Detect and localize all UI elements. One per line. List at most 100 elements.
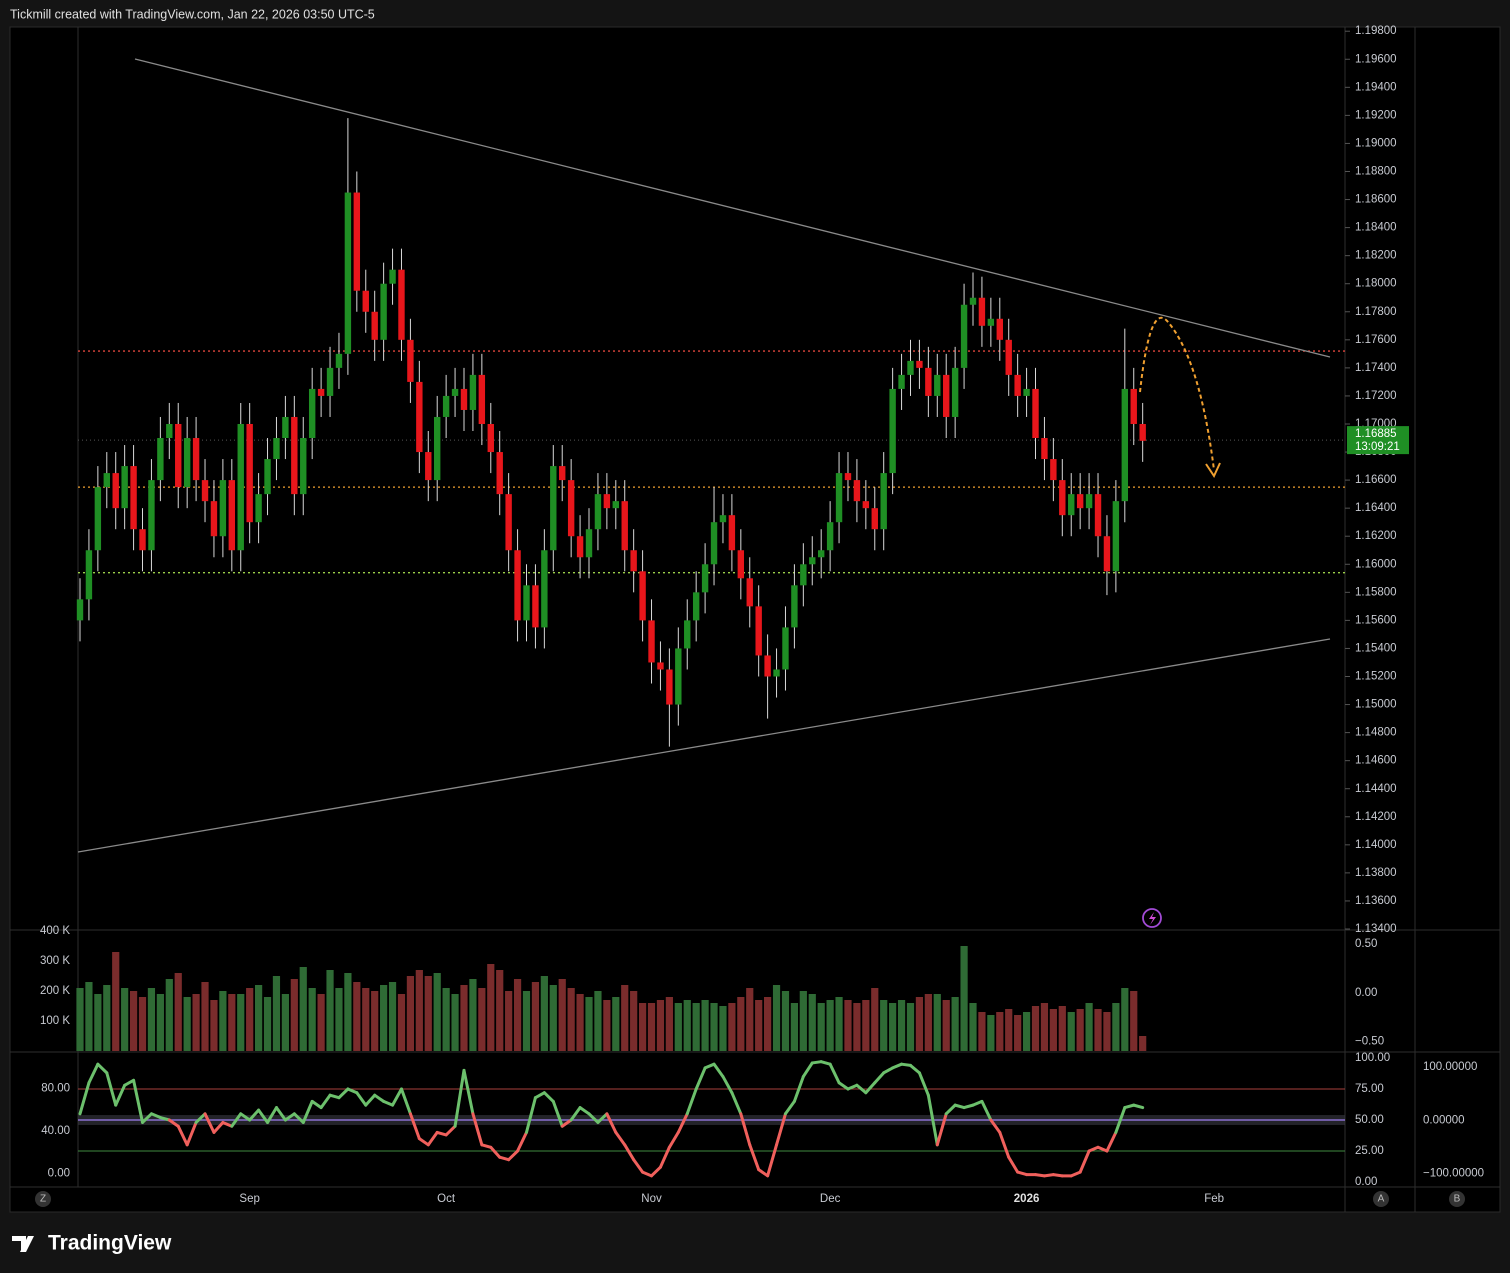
y-tick-label: 1.15400 [1355,642,1397,654]
volume-bar [701,1000,709,1051]
volume-bar [710,1003,718,1051]
candle-body [844,473,852,481]
volume-bar [94,994,102,1051]
oscillator-line [676,1112,689,1134]
oscillator-line [730,1091,743,1116]
candle-body [800,564,807,586]
volume-bar [210,1000,218,1051]
y-tick-label: 200 K [40,985,70,997]
volume-bar [246,988,254,1051]
candle-body [934,374,941,396]
candle-body [442,395,450,417]
candle-body [371,311,378,340]
volume-bar [353,982,361,1051]
candle-body [594,494,602,530]
volume-bar [281,994,289,1051]
oscillator-line [560,1118,573,1128]
oscillator-line [712,1062,725,1079]
volume-bar [933,994,941,1051]
oscillator-line [1007,1155,1020,1174]
y-tick-label: 0.00 [1355,1176,1377,1188]
candle-body [183,438,191,488]
volume-bar [781,991,790,1051]
volume-bar [263,997,272,1051]
volume-bar [103,985,111,1051]
scale-button[interactable]: A [1373,1191,1389,1207]
volume-bar [371,991,379,1051]
volume-bar [1058,1006,1066,1051]
y-tick-label: 1.18400 [1355,222,1397,234]
projection-arrow [1139,316,1215,471]
y-tick-label: 1.19000 [1355,137,1397,149]
volume-bar [1103,1012,1111,1051]
oscillator-line [953,1103,966,1110]
volume-bar [344,973,352,1051]
oscillator-line [792,1075,805,1103]
volume-bar [862,1000,870,1051]
oscillator-line [194,1112,207,1124]
volume-bar [978,1012,986,1051]
volume-bar [826,1000,834,1051]
oscillator-line [1016,1170,1029,1177]
volume-bar [1121,988,1129,1051]
y-tick-label: 100.00 [1355,1052,1390,1064]
volume-bar [299,967,307,1051]
volume-bar [683,1000,691,1051]
last-price-box [1347,426,1409,455]
oscillator-line [623,1143,636,1162]
volume-bar [1031,1006,1040,1051]
candle-body [335,353,343,368]
y3-tick-label: −100.00000 [1423,1167,1484,1179]
candle-body [514,550,521,621]
oscillator-line [650,1165,662,1178]
oscillator-line [310,1099,323,1110]
oscillator-line [453,1068,466,1128]
oscillator-line [1132,1103,1145,1110]
volume-bar [192,994,200,1051]
candle-body [1085,494,1093,509]
candle-body [684,620,691,649]
alert-icon[interactable] [1142,908,1162,928]
volume-bar [513,979,522,1051]
y2-tick-label: −0.50 [1355,1035,1384,1047]
volume-bar [1139,1036,1147,1051]
candle-body [675,648,682,705]
candle-body [353,192,361,291]
oscillator-line [542,1091,555,1103]
candle-body [603,494,611,509]
y-tick-label: 1.19600 [1355,53,1397,65]
candle-body [826,522,834,551]
volume-bar [317,994,325,1051]
y-tick-label: 1.13800 [1355,867,1397,879]
y-tick-label: 1.15000 [1355,699,1397,711]
volume-bar [764,997,772,1051]
oscillator-line [248,1108,261,1122]
candle-body [853,480,861,502]
y-tick-label: 1.18800 [1355,166,1397,178]
header: Tickmill created with TradingView.com, J… [10,7,375,21]
scale-button[interactable]: B [1449,1191,1465,1207]
volume-bar [576,994,584,1051]
y2-tick-label: 0.00 [1355,987,1377,999]
x-tick-label: Nov [641,1193,662,1205]
candle-body [943,374,950,417]
volume-bar [1014,1015,1022,1051]
scale-button[interactable]: Z [35,1191,51,1207]
oscillator-line [757,1168,770,1178]
y2-tick-label: 0.00 [48,1167,70,1179]
oscillator-line [667,1130,680,1149]
oscillator-line [149,1112,162,1120]
volume-bar [388,982,397,1051]
candle-body [585,529,593,558]
candle-body [1059,480,1066,516]
candle-body [469,374,477,410]
volume-bar [880,1000,888,1051]
oscillator-line [962,1103,975,1110]
y-tick-label: 1.15800 [1355,586,1397,598]
volume-bar [442,988,450,1051]
candle-body [871,508,878,530]
volume-bar [897,1000,906,1051]
y-tick-label: 1.17600 [1355,334,1397,346]
oscillator-line [203,1112,216,1134]
